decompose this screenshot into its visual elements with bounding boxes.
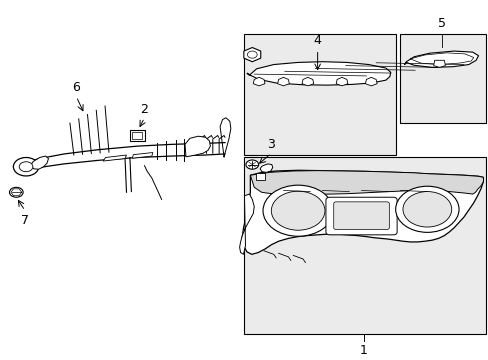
FancyBboxPatch shape: [325, 197, 396, 235]
Circle shape: [19, 162, 33, 172]
Bar: [255, 174, 265, 180]
Polygon shape: [260, 164, 272, 172]
Polygon shape: [404, 51, 478, 67]
Polygon shape: [253, 77, 264, 86]
Circle shape: [263, 185, 332, 236]
Text: 2: 2: [141, 103, 148, 116]
Polygon shape: [433, 60, 445, 67]
Polygon shape: [242, 170, 483, 255]
Polygon shape: [250, 171, 483, 194]
FancyBboxPatch shape: [333, 202, 388, 230]
Polygon shape: [277, 77, 289, 86]
Bar: [244, 157, 485, 334]
Bar: [244, 35, 395, 155]
Polygon shape: [365, 77, 376, 86]
Text: 4: 4: [313, 34, 321, 47]
Polygon shape: [31, 156, 48, 169]
Bar: [130, 130, 144, 141]
Polygon shape: [244, 48, 260, 62]
Bar: [399, 35, 485, 123]
Polygon shape: [103, 155, 126, 161]
Text: 7: 7: [21, 213, 29, 226]
Circle shape: [9, 187, 23, 197]
Polygon shape: [239, 194, 254, 255]
Polygon shape: [184, 136, 210, 157]
Text: 6: 6: [72, 81, 80, 94]
Polygon shape: [335, 77, 347, 86]
Circle shape: [402, 192, 451, 227]
Text: 1: 1: [359, 344, 367, 357]
Circle shape: [245, 160, 258, 169]
Text: 3: 3: [267, 139, 275, 152]
Circle shape: [13, 157, 39, 176]
Polygon shape: [132, 153, 153, 158]
Bar: [132, 132, 142, 139]
Circle shape: [271, 191, 325, 230]
Polygon shape: [302, 77, 313, 86]
Circle shape: [395, 186, 458, 232]
Text: 5: 5: [438, 17, 446, 30]
Polygon shape: [246, 62, 390, 85]
Circle shape: [247, 51, 257, 58]
